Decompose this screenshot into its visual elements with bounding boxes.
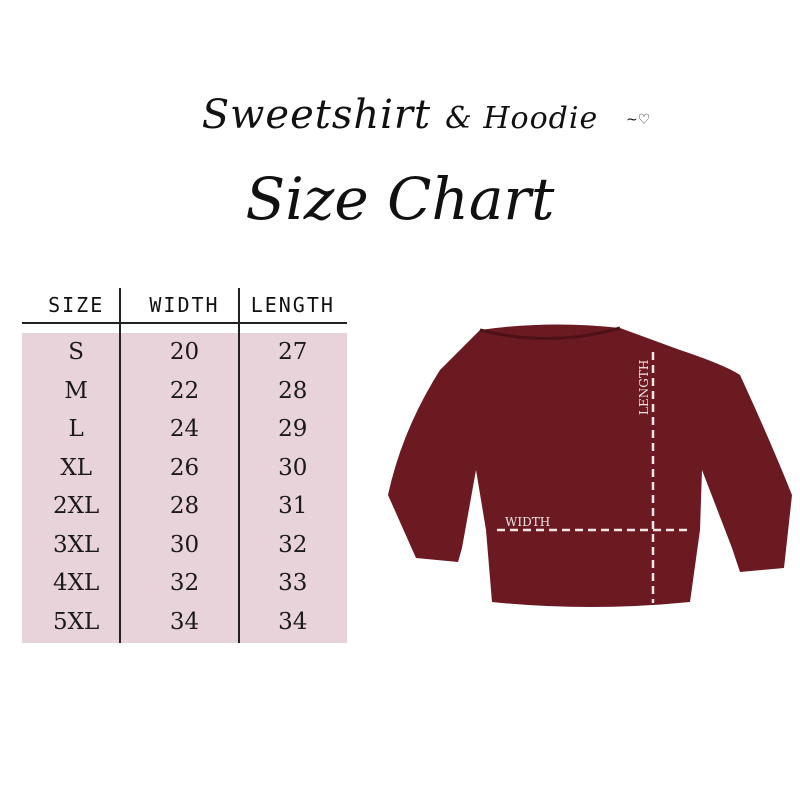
cell-length: 27 [278,339,308,365]
cell-length: 31 [278,493,308,519]
table-row: 4XL 32 33 [22,564,347,603]
table-row: S 20 27 [22,333,347,372]
cell-size: 5XL [53,608,100,635]
table-row: 3XL 30 32 [22,526,347,565]
cell-length: 34 [278,608,308,635]
table-body-background [22,333,347,643]
page-title: Size Chart [245,165,555,233]
column-divider [119,288,121,643]
cell-length: 28 [278,377,308,404]
title-line-1: Sweetshirt & Hoodie [0,92,800,138]
cell-size: S [68,339,85,365]
width-label: WIDTH [505,515,550,529]
header-length: LENGTH [250,293,335,317]
cell-length: 32 [278,531,308,558]
cell-size: M [64,377,88,404]
cell-width: 20 [169,339,200,365]
cell-width: 26 [169,454,200,481]
sweatshirt-image [388,324,792,607]
table-row: 5XL 34 34 [22,603,347,642]
cell-length: 29 [278,416,308,442]
cell-length: 33 [278,570,308,596]
collar [479,326,621,340]
title-hoodie: & Hoodie [445,101,599,136]
heart-icon: ~♡ [626,112,651,128]
table-row: L 24 29 [22,410,347,449]
size-table: SIZE WIDTH LENGTH S 20 27 M 22 28 L 24 29 XL 26 30 2… [22,288,347,643]
header-size: SIZE [48,293,105,317]
cell-width: 30 [169,531,200,558]
title-sweatshirt: Sweetshirt [201,92,432,138]
cell-width: 32 [169,570,200,596]
cell-width: 24 [169,416,200,442]
cell-width: 22 [169,377,200,404]
column-divider [238,288,240,643]
table-header: SIZE WIDTH LENGTH [22,288,347,324]
length-label: LENGTH [637,360,651,415]
cell-size: XL [60,454,92,481]
sweatshirt-diagram: WIDTH LENGTH [388,324,792,607]
cell-size: 2XL [53,493,100,519]
cell-width: 34 [169,608,200,635]
cell-size: L [68,416,84,442]
header-width: WIDTH [149,293,220,317]
table-row: M 22 28 [22,372,347,411]
cell-width: 28 [169,493,200,519]
cell-size: 4XL [53,570,100,596]
table-body: S 20 27 M 22 28 L 24 29 XL 26 30 2XL 28 31 3XL 30 32 4XL 32… [22,333,347,641]
table-row: XL 26 30 [22,449,347,488]
cell-length: 30 [278,454,308,481]
cell-size: 3XL [53,531,100,558]
table-row: 2XL 28 31 [22,487,347,526]
